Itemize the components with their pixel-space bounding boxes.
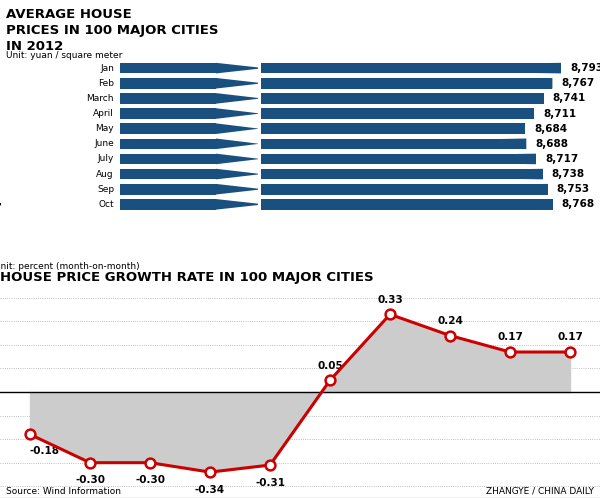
Polygon shape [216,138,258,149]
Bar [120,93,216,104]
Bar [120,184,216,195]
Point [325,376,335,384]
Polygon shape [264,93,544,104]
Point [385,310,395,318]
Point [565,348,575,356]
Polygon shape [264,199,553,210]
Text: May: May [95,124,114,133]
Polygon shape [216,184,258,195]
Polygon shape [264,154,536,164]
Bar [261,63,561,73]
Text: 0.05: 0.05 [317,361,343,371]
Text: 0.17: 0.17 [557,332,583,342]
Text: April: April [93,109,114,118]
Text: Unit: yuan / square meter: Unit: yuan / square meter [6,51,122,60]
Bar [120,124,216,134]
Text: Sep: Sep [97,185,114,194]
Polygon shape [264,169,543,179]
Text: Aug: Aug [97,170,114,179]
Bar [261,138,526,149]
Text: July: July [98,154,114,163]
Bar [120,169,216,179]
Text: 8,688: 8,688 [535,139,568,149]
Point [445,332,455,340]
Bar [261,184,548,195]
Text: -0.30: -0.30 [135,475,165,485]
Text: 8,767: 8,767 [562,78,595,88]
Polygon shape [216,154,258,164]
Bar [261,154,536,164]
Bar [120,199,216,210]
Bar [261,93,544,104]
Text: 0.17: 0.17 [497,332,523,342]
Text: ZHANGYE / CHINA DAILY: ZHANGYE / CHINA DAILY [486,487,594,496]
Text: -0.30: -0.30 [75,475,105,485]
Bar [120,63,216,73]
Bar [120,108,216,119]
Polygon shape [264,108,534,119]
Point [25,430,35,438]
Text: June: June [94,139,114,148]
Text: 8,684: 8,684 [534,124,567,133]
Point [85,459,95,467]
Polygon shape [216,169,258,179]
Text: -0.18: -0.18 [30,446,60,456]
Text: 8,738: 8,738 [552,169,585,179]
Text: Unit: percent (month-on-month): Unit: percent (month-on-month) [0,262,140,271]
Polygon shape [264,78,553,89]
Polygon shape [264,124,525,134]
Point [505,348,515,356]
Text: -0.31: -0.31 [255,478,285,488]
Point [205,468,215,476]
Bar [120,154,216,164]
Polygon shape [216,124,258,134]
Polygon shape [216,199,258,210]
Text: -0.34: -0.34 [195,485,225,495]
Bar [261,169,543,179]
Text: Oct: Oct [98,200,114,209]
Text: Feb: Feb [98,79,114,88]
Text: 8,741: 8,741 [553,94,586,104]
Text: 8,793: 8,793 [570,63,600,73]
Polygon shape [216,108,258,119]
Polygon shape [264,138,526,149]
Point [265,461,275,469]
Text: 8,753: 8,753 [557,184,590,194]
Text: HOUSE PRICE GROWTH RATE IN 100 MAJOR CITIES: HOUSE PRICE GROWTH RATE IN 100 MAJOR CIT… [0,270,374,283]
Text: 8,717: 8,717 [545,154,578,164]
Polygon shape [216,78,258,89]
Point [145,459,155,467]
Bar [120,138,216,149]
Text: 0.24: 0.24 [437,316,463,326]
Bar [120,78,216,89]
Text: 8,768: 8,768 [562,199,595,209]
Bar [261,78,553,89]
Text: 0.33: 0.33 [377,295,403,305]
Polygon shape [216,93,258,104]
Text: AVERAGE HOUSE
PRICES IN 100 MAJOR CITIES
IN 2012: AVERAGE HOUSE PRICES IN 100 MAJOR CITIES… [6,7,218,53]
Text: Source: Wind Information: Source: Wind Information [6,487,121,496]
Bar [261,108,534,119]
Polygon shape [264,184,548,195]
Polygon shape [216,63,258,73]
Polygon shape [264,63,561,73]
Bar [261,124,525,134]
Text: Jan: Jan [100,64,114,73]
Bar [261,199,553,210]
Text: 8,711: 8,711 [543,109,576,119]
Text: March: March [86,94,114,103]
